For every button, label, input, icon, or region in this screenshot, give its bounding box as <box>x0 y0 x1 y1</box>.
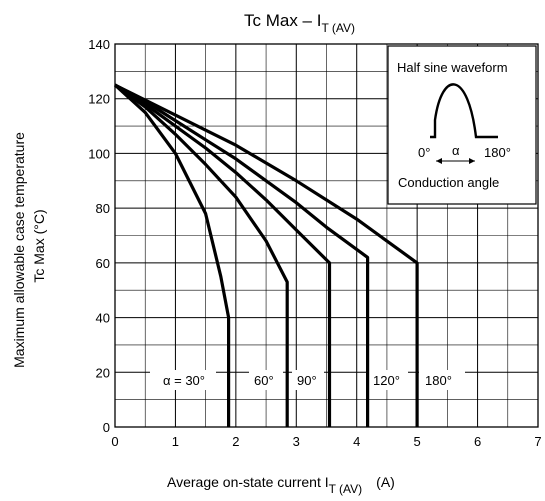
series-line-2 <box>114 83 332 427</box>
y-tick-label: 0 <box>103 420 110 435</box>
y-tick-label: 20 <box>96 365 110 380</box>
x-tick-label: 3 <box>293 434 300 449</box>
x-axis-label-unit: (A) <box>376 474 395 490</box>
curve-labels: α = 30° 60° 90° 120° 180° <box>150 370 465 390</box>
curve-label-30: α = 30° <box>163 373 205 388</box>
y-axis-label-line2: Tc Max (°C) <box>31 209 47 282</box>
x-tick-label: 6 <box>474 434 481 449</box>
alpha-arrow-right-head <box>469 158 475 164</box>
inset-angle-right: 180° <box>484 145 511 160</box>
inset-alpha: α <box>452 143 460 158</box>
x-axis-label: Average on-state current IT (AV) (A) <box>167 474 395 496</box>
curve-label-120: 120° <box>373 373 400 388</box>
y-tick-label: 120 <box>88 92 110 107</box>
tick-labels: 0 1 2 3 4 5 6 7 0 20 40 60 80 100 120 140 <box>88 37 541 449</box>
alpha-arrow-left-head <box>436 158 442 164</box>
chart-title: Tc Max – IT (AV) <box>244 11 355 35</box>
x-tick-label: 2 <box>232 434 239 449</box>
inset-angle-left: 0° <box>418 145 430 160</box>
curve-label-60: 60° <box>254 373 274 388</box>
curve-label-bg <box>419 370 465 390</box>
y-tick-label: 60 <box>96 256 110 271</box>
series-lines <box>113 83 419 427</box>
x-tick-label: 4 <box>353 434 360 449</box>
curve-label-180: 180° <box>425 373 452 388</box>
inset-caption: Conduction angle <box>398 175 499 190</box>
x-tick-label: 7 <box>534 434 541 449</box>
curve-label-90: 90° <box>297 373 317 388</box>
inset-title: Half sine waveform <box>397 60 508 75</box>
curve-label-bg <box>368 370 408 390</box>
x-axis-label-main: Average on-state current I <box>167 474 329 490</box>
title-subscript: T (AV) <box>321 21 355 35</box>
series-line-4 <box>114 83 419 427</box>
x-tick-label: 1 <box>172 434 179 449</box>
x-axis-label-subscript: T (AV) <box>329 482 363 496</box>
x-tick-label: 5 <box>414 434 421 449</box>
y-tick-label: 80 <box>96 201 110 216</box>
title-main: Tc Max – I <box>244 11 321 30</box>
curve-label-bg <box>150 370 216 390</box>
curve-label-bg <box>249 370 283 390</box>
series-line-3 <box>114 83 370 427</box>
series-line-1 <box>114 83 289 427</box>
series-line-0 <box>113 83 231 427</box>
waveform-inset: Half sine waveform 0° α 180° Conduction … <box>387 45 537 205</box>
y-axis-label-line1: Maximum allowable case temperature <box>11 132 27 368</box>
inset-box <box>387 45 537 205</box>
curve-label-bg <box>292 370 324 390</box>
plot-frame <box>114 43 539 428</box>
y-tick-label: 140 <box>88 37 110 52</box>
half-sine-wave <box>430 83 498 139</box>
x-tick-label: 0 <box>111 434 118 449</box>
y-tick-label: 100 <box>88 146 110 161</box>
y-tick-label: 40 <box>96 311 110 326</box>
